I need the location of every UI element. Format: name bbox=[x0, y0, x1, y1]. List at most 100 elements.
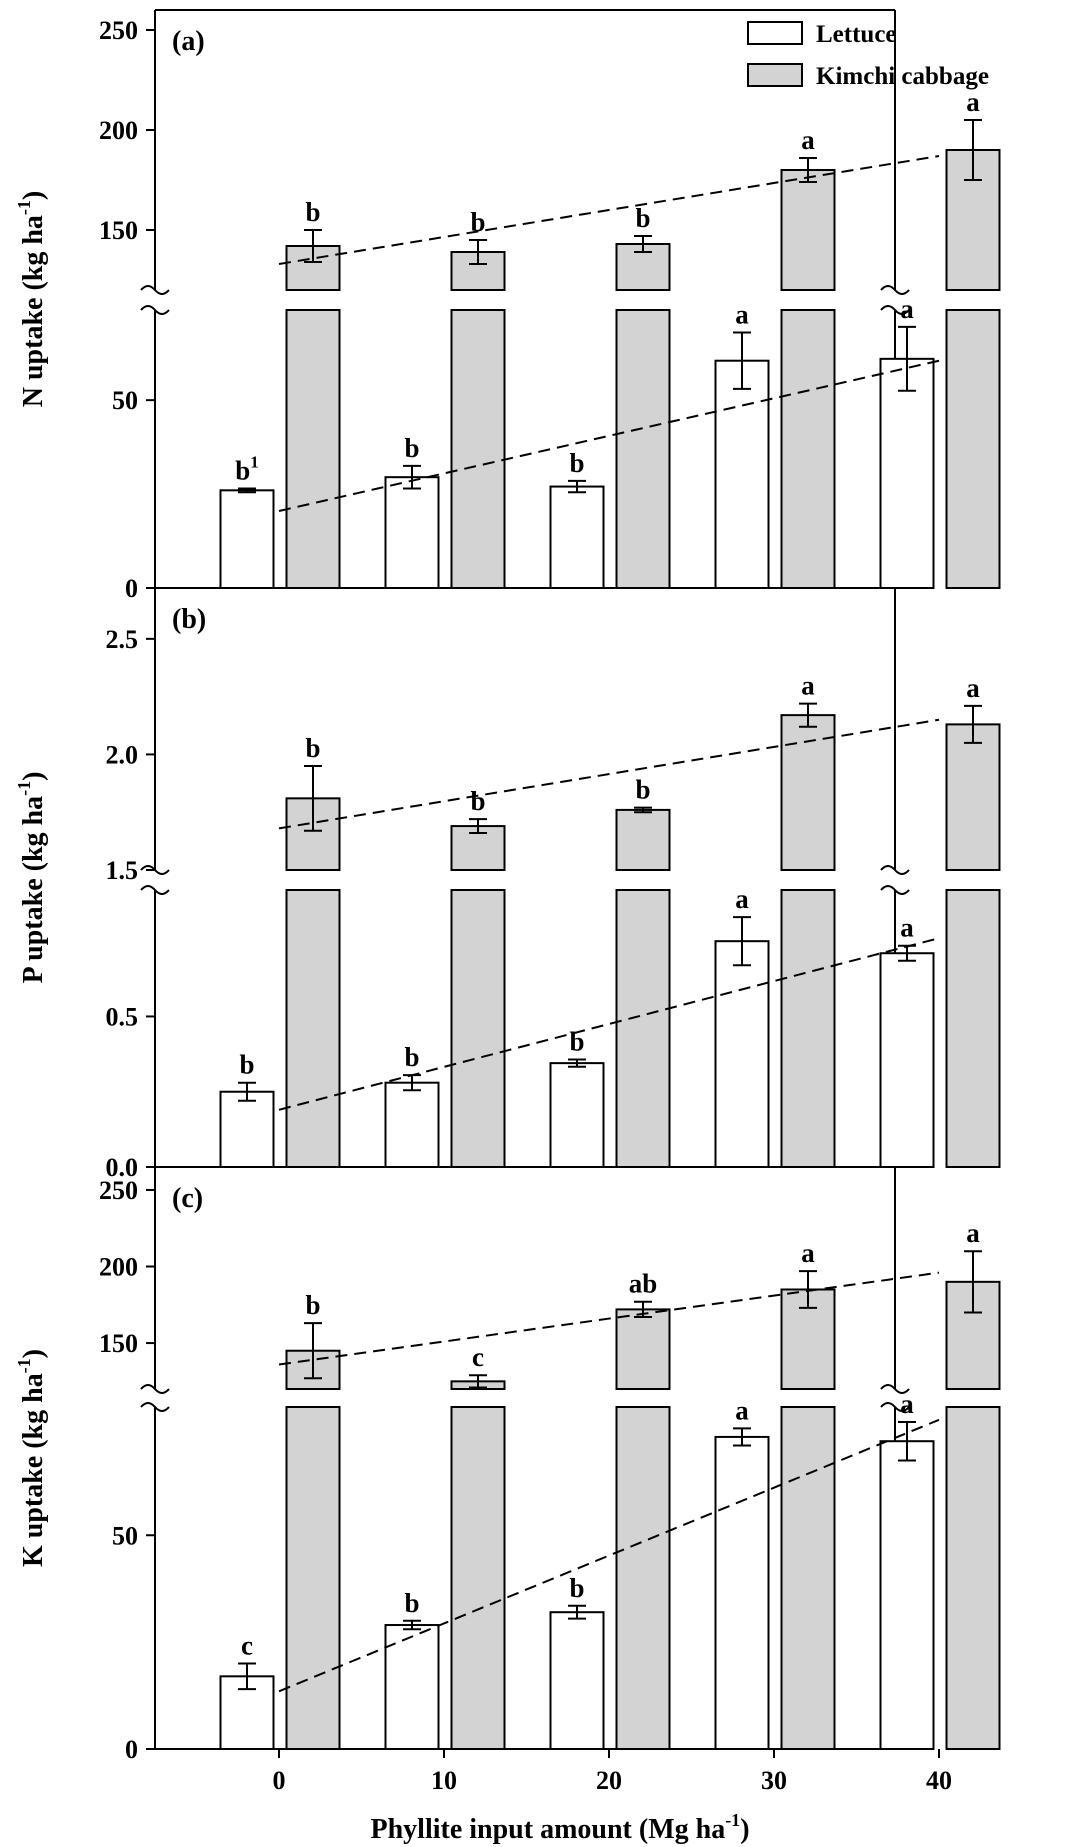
y-tick-label: 50 bbox=[112, 386, 138, 415]
y-tick-label: 150 bbox=[99, 216, 138, 245]
bar-kimchi-cabbage-lower bbox=[780, 1406, 836, 1750]
bar-kimchi-cabbage-lower bbox=[615, 309, 671, 589]
y-tick-label: 0 bbox=[125, 574, 138, 603]
sig-letter-kimchi-cabbage: b bbox=[470, 207, 485, 237]
y-tick-label: 150 bbox=[99, 1329, 138, 1358]
sig-letter-kimchi-cabbage: b bbox=[635, 775, 650, 805]
sig-letter-lettuce: b bbox=[569, 1573, 584, 1603]
sig-letter-lettuce: b bbox=[404, 433, 419, 463]
panel-b: 0.0 0.5 1.5 2.0 2.5 (b) P uptake (kg ha-1) b b b b… bbox=[14, 587, 1001, 1182]
y-tick-label: 1.5 bbox=[106, 856, 139, 885]
y-tick-label: 2.5 bbox=[106, 625, 139, 654]
bar-kimchi-cabbage-lower bbox=[615, 1406, 671, 1750]
trend-line-kimchi-cabbage bbox=[278, 155, 940, 265]
sig-letter-kimchi-cabbage: b bbox=[305, 733, 320, 763]
y-tick-label: 50 bbox=[112, 1521, 138, 1550]
trend-line-kimchi-cabbage bbox=[278, 718, 940, 830]
panel-label: (b) bbox=[172, 604, 206, 635]
sig-letter-lettuce: b bbox=[569, 1027, 584, 1057]
sig-letter-kimchi-cabbage: b bbox=[635, 203, 650, 233]
legend: Lettuce Kimchi cabbage bbox=[747, 21, 989, 90]
y-axis-title-main: P uptake (kg ha bbox=[18, 796, 49, 984]
sig-letter-lettuce: b bbox=[239, 1050, 254, 1080]
sig-letter-lettuce: a bbox=[735, 300, 749, 330]
sig-letter-kimchi-cabbage: b bbox=[305, 1290, 320, 1320]
sig-letter-kimchi-cabbage: b bbox=[470, 786, 485, 816]
axis-break-right bbox=[880, 1384, 910, 1412]
legend-swatch-kimchi-cabbage bbox=[747, 63, 803, 87]
sig-letter-lettuce: a bbox=[900, 913, 914, 943]
y-axis-title-end: ) bbox=[18, 772, 49, 781]
bar-lettuce bbox=[384, 1081, 440, 1169]
sig-letter-lettuce: b bbox=[569, 448, 584, 478]
sig-letter-lettuce: b bbox=[404, 1042, 419, 1072]
sig-letter-lettuce: c bbox=[241, 1631, 253, 1661]
bar-kimchi-cabbage-lower bbox=[780, 309, 836, 589]
axis-break-right bbox=[880, 285, 910, 315]
sig-letter-lettuce: a bbox=[900, 294, 914, 324]
bar-kimchi-cabbage-lower bbox=[450, 309, 506, 589]
y-axis-title-main: K uptake (kg ha bbox=[18, 1373, 49, 1567]
axis-break-right bbox=[880, 865, 910, 895]
bar-kimchi-cabbage bbox=[780, 169, 836, 291]
x-axis-title-sup: -1 bbox=[725, 1810, 740, 1830]
panel-c: 0 50 150 200 250 (c) K uptake (kg ha-1) b c c b ab b… bbox=[14, 1166, 1001, 1764]
sig-letter-lettuce: b1 bbox=[235, 452, 259, 485]
trend-line-lettuce bbox=[278, 1418, 940, 1693]
legend-label-kimchi-cabbage: Kimchi cabbage bbox=[816, 63, 989, 90]
bar-kimchi-cabbage bbox=[945, 723, 1001, 872]
sig-letter-kimchi-cabbage: c bbox=[472, 1342, 484, 1372]
panel-label: (c) bbox=[172, 1183, 203, 1214]
bar-lettuce bbox=[384, 1624, 440, 1751]
sig-letter-lettuce: a bbox=[735, 1395, 749, 1425]
bar-kimchi-cabbage bbox=[285, 245, 341, 291]
bar-kimchi-cabbage-lower bbox=[285, 309, 341, 589]
bar-lettuce bbox=[219, 489, 275, 589]
sig-letter-footnote: 1 bbox=[250, 452, 259, 471]
y-axis-title-sup: -1 bbox=[14, 781, 34, 796]
bar-kimchi-cabbage-lower bbox=[945, 1406, 1001, 1750]
axis-break-left bbox=[140, 285, 170, 315]
sig-letter-lettuce: a bbox=[735, 884, 749, 914]
bar-lettuce bbox=[384, 476, 440, 590]
x-axis-title-end: ) bbox=[740, 1814, 749, 1845]
bar-lettuce bbox=[549, 485, 605, 589]
bar-lettuce bbox=[714, 359, 770, 589]
bar-kimchi-cabbage bbox=[615, 1308, 671, 1391]
sig-letter-kimchi-cabbage: b bbox=[305, 197, 320, 227]
y-axis-title-main: N uptake (kg ha bbox=[18, 215, 49, 407]
x-axis-title-main: Phyllite input amount (Mg ha bbox=[370, 1814, 725, 1845]
bar-lettuce bbox=[879, 952, 935, 1169]
x-axis-title: Phyllite input amount (Mg ha-1) bbox=[370, 1810, 749, 1845]
y-tick-label: 0.0 bbox=[106, 1153, 139, 1182]
sig-letter-kimchi-cabbage: a bbox=[966, 87, 980, 117]
sig-letter-lettuce: b bbox=[404, 1588, 419, 1618]
bar-kimchi-cabbage-lower bbox=[450, 1406, 506, 1750]
bar-kimchi-cabbage-lower bbox=[450, 889, 506, 1168]
y-tick-label: 2.0 bbox=[106, 740, 139, 769]
bar-kimchi-cabbage-lower bbox=[945, 309, 1001, 589]
x-tick-label: 10 bbox=[431, 1766, 457, 1795]
y-axis-title-end: ) bbox=[18, 1349, 49, 1358]
y-tick-label: 250 bbox=[99, 16, 138, 45]
bar-kimchi-cabbage-lower bbox=[945, 889, 1001, 1168]
y-axis-title-end: ) bbox=[18, 191, 49, 200]
bar-lettuce bbox=[879, 357, 935, 589]
sig-letter-lettuce: a bbox=[900, 1389, 914, 1419]
x-tick-label: 30 bbox=[761, 1766, 787, 1795]
trend-line-kimchi-cabbage bbox=[278, 1271, 940, 1366]
bar-kimchi-cabbage-lower bbox=[285, 889, 341, 1168]
axis-break-left bbox=[140, 1384, 170, 1412]
sig-letter-kimchi-cabbage: a bbox=[801, 125, 815, 155]
y-tick-label: 200 bbox=[99, 116, 138, 145]
y-axis-title-sup: -1 bbox=[14, 200, 34, 215]
x-tick-label: 0 bbox=[273, 1766, 286, 1795]
bar-lettuce bbox=[714, 1435, 770, 1751]
sig-letter-kimchi-cabbage: a bbox=[801, 671, 815, 701]
y-tick-label: 0.5 bbox=[106, 1002, 139, 1031]
y-axis-title: K uptake (kg ha-1) bbox=[14, 1349, 49, 1567]
sig-letter-kimchi-cabbage: ab bbox=[629, 1269, 658, 1299]
